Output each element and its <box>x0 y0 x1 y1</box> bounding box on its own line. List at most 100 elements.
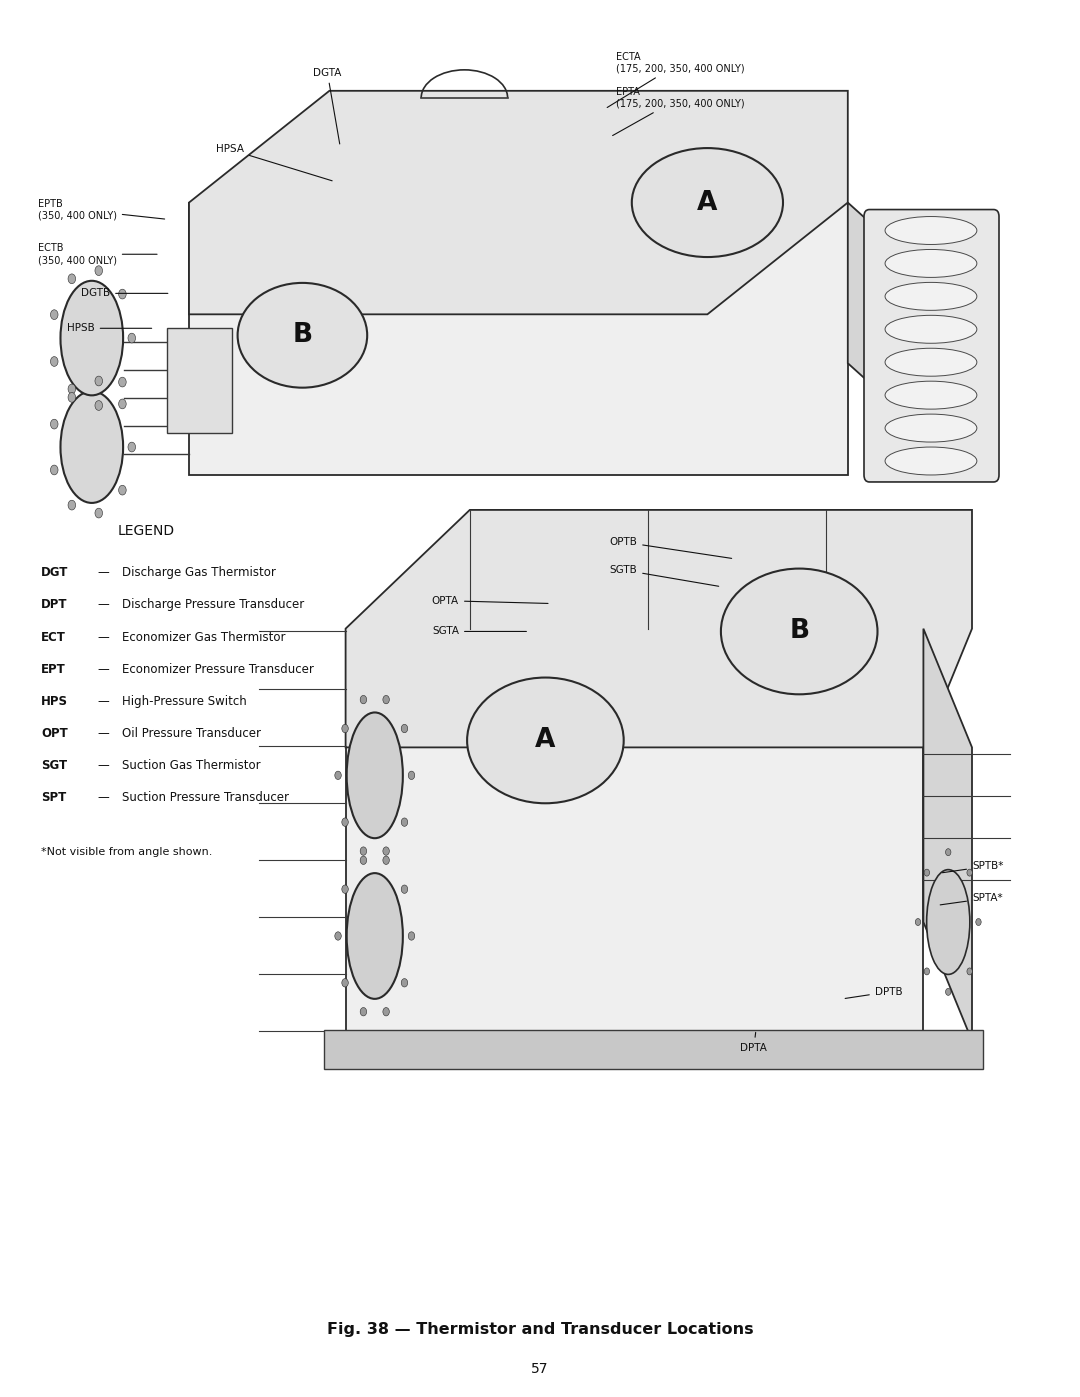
Ellipse shape <box>886 414 977 441</box>
Ellipse shape <box>341 884 348 893</box>
Text: *Not visible from angle shown.: *Not visible from angle shown. <box>41 847 213 856</box>
Ellipse shape <box>383 847 390 855</box>
Text: DGT: DGT <box>41 566 68 580</box>
Text: DGTB: DGTB <box>81 288 167 299</box>
Ellipse shape <box>68 384 76 394</box>
Ellipse shape <box>967 968 972 975</box>
Text: Discharge Pressure Transducer: Discharge Pressure Transducer <box>122 598 305 612</box>
Text: EPT: EPT <box>41 662 66 676</box>
Polygon shape <box>346 510 972 747</box>
Ellipse shape <box>924 869 930 876</box>
FancyBboxPatch shape <box>167 328 232 433</box>
Ellipse shape <box>60 391 123 503</box>
Text: —: — <box>98 791 109 805</box>
Text: ECTB
(350, 400 ONLY): ECTB (350, 400 ONLY) <box>38 243 157 265</box>
Text: OPTB: OPTB <box>609 536 731 559</box>
Text: Economizer Gas Thermistor: Economizer Gas Thermistor <box>122 630 285 644</box>
Ellipse shape <box>402 884 408 893</box>
Text: Suction Pressure Transducer: Suction Pressure Transducer <box>122 791 289 805</box>
Text: A: A <box>536 728 555 753</box>
Ellipse shape <box>383 856 390 865</box>
Ellipse shape <box>341 819 348 827</box>
Ellipse shape <box>51 419 58 429</box>
Ellipse shape <box>119 289 126 299</box>
Ellipse shape <box>886 217 977 244</box>
Ellipse shape <box>335 771 341 780</box>
Ellipse shape <box>916 919 920 926</box>
Polygon shape <box>848 203 972 475</box>
Text: SPTA*: SPTA* <box>941 893 1002 905</box>
Polygon shape <box>923 629 972 1041</box>
Ellipse shape <box>51 356 58 366</box>
Text: LEGEND: LEGEND <box>118 524 174 538</box>
Text: HPSA: HPSA <box>216 144 333 180</box>
Text: OPT: OPT <box>41 726 68 740</box>
Ellipse shape <box>886 381 977 409</box>
Ellipse shape <box>341 979 348 988</box>
Ellipse shape <box>467 678 624 803</box>
Text: HPS: HPS <box>41 694 68 708</box>
Ellipse shape <box>119 400 126 409</box>
Ellipse shape <box>927 869 970 975</box>
Ellipse shape <box>886 282 977 310</box>
Ellipse shape <box>60 281 123 395</box>
Text: HPSB: HPSB <box>67 323 151 334</box>
Ellipse shape <box>95 265 103 275</box>
Ellipse shape <box>360 1007 366 1016</box>
Text: EPTA
(175, 200, 350, 400 ONLY): EPTA (175, 200, 350, 400 ONLY) <box>612 87 744 136</box>
Text: —: — <box>98 598 109 612</box>
Ellipse shape <box>51 310 58 320</box>
Text: A: A <box>698 190 717 215</box>
Ellipse shape <box>886 250 977 278</box>
FancyBboxPatch shape <box>324 1030 983 1069</box>
Text: EPTB
(350, 400 ONLY): EPTB (350, 400 ONLY) <box>38 198 164 221</box>
Text: —: — <box>98 630 109 644</box>
Ellipse shape <box>360 696 366 704</box>
Text: DPTB: DPTB <box>846 986 903 999</box>
Text: Fig. 38 — Thermistor and Transducer Locations: Fig. 38 — Thermistor and Transducer Loca… <box>326 1323 754 1337</box>
Text: SGTA: SGTA <box>432 626 526 637</box>
Ellipse shape <box>129 441 136 453</box>
Text: OPTA: OPTA <box>432 595 548 606</box>
Text: B: B <box>789 619 809 644</box>
Text: —: — <box>98 726 109 740</box>
Ellipse shape <box>95 401 103 411</box>
Ellipse shape <box>402 819 408 827</box>
Text: DPT: DPT <box>41 598 68 612</box>
Ellipse shape <box>119 377 126 387</box>
Text: ECT: ECT <box>41 630 66 644</box>
Ellipse shape <box>129 334 136 344</box>
FancyBboxPatch shape <box>346 629 923 1041</box>
Ellipse shape <box>886 348 977 376</box>
Ellipse shape <box>341 724 348 732</box>
Polygon shape <box>189 91 848 314</box>
Ellipse shape <box>946 989 951 995</box>
Text: DGTA: DGTA <box>313 67 341 144</box>
Ellipse shape <box>886 447 977 475</box>
Ellipse shape <box>408 932 415 940</box>
Text: SGT: SGT <box>41 759 67 773</box>
Ellipse shape <box>886 316 977 344</box>
Ellipse shape <box>383 1007 390 1016</box>
Ellipse shape <box>360 856 366 865</box>
FancyBboxPatch shape <box>189 203 848 475</box>
Text: SPT: SPT <box>41 791 66 805</box>
Ellipse shape <box>402 724 408 732</box>
Ellipse shape <box>51 465 58 475</box>
Ellipse shape <box>95 376 103 386</box>
Ellipse shape <box>347 712 403 838</box>
Text: 57: 57 <box>531 1362 549 1376</box>
Ellipse shape <box>924 968 930 975</box>
Text: High-Pressure Switch: High-Pressure Switch <box>122 694 247 708</box>
Ellipse shape <box>632 148 783 257</box>
Ellipse shape <box>383 696 390 704</box>
Ellipse shape <box>119 485 126 495</box>
Text: —: — <box>98 566 109 580</box>
Ellipse shape <box>402 979 408 988</box>
Text: SGTB: SGTB <box>609 564 718 587</box>
Text: Discharge Gas Thermistor: Discharge Gas Thermistor <box>122 566 275 580</box>
Text: Oil Pressure Transducer: Oil Pressure Transducer <box>122 726 261 740</box>
Ellipse shape <box>95 509 103 518</box>
Text: Suction Gas Thermistor: Suction Gas Thermistor <box>122 759 260 773</box>
Ellipse shape <box>360 847 366 855</box>
